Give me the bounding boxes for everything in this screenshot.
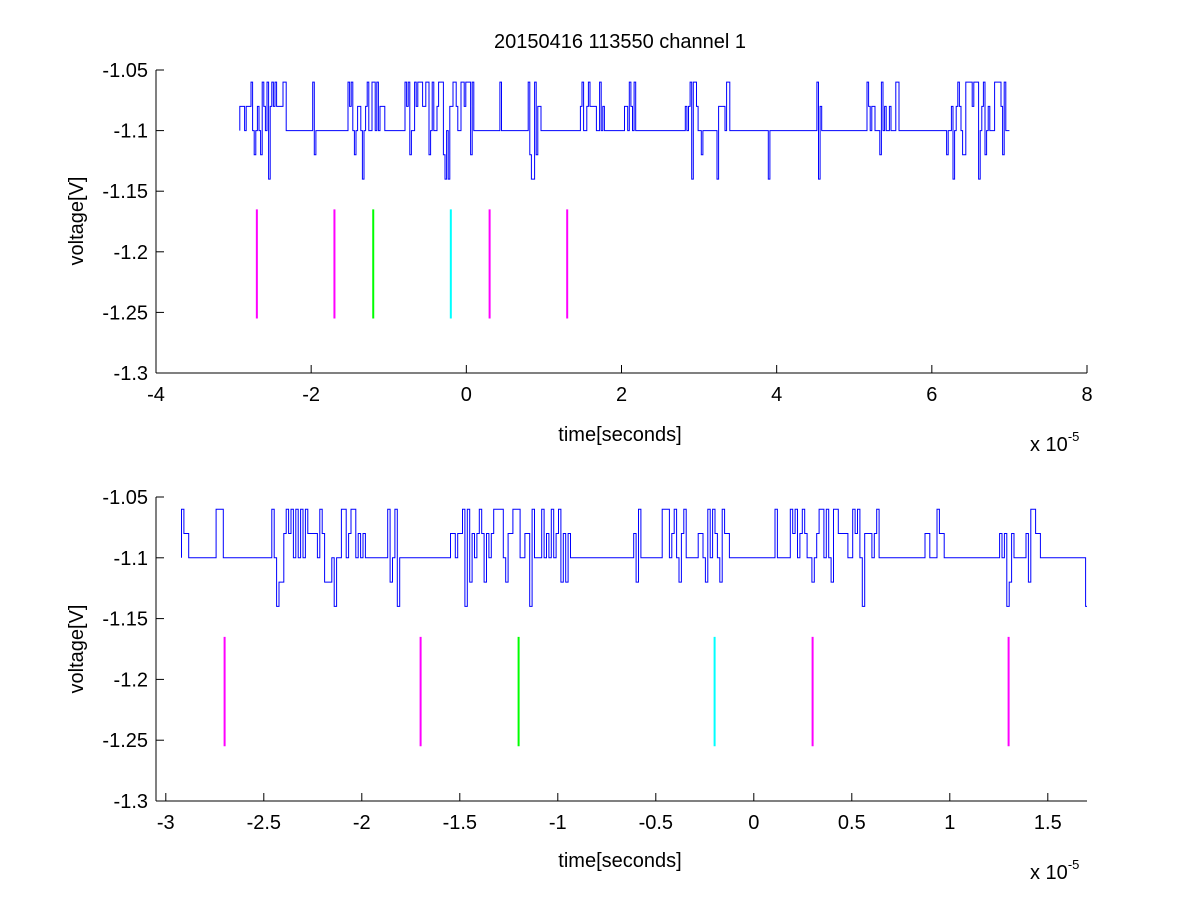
y-tick-label: -1.2 — [114, 669, 148, 691]
bottom-markers — [223, 636, 1010, 747]
y-tick-label: -1.25 — [102, 730, 148, 752]
x-tick-label: 1 — [944, 812, 955, 834]
y-tick-label: -1.15 — [102, 181, 148, 203]
x-tick-label: -3 — [157, 812, 175, 834]
y-tick-label: -1.2 — [114, 242, 148, 264]
top-x-axis-label: time[seconds] — [558, 424, 681, 446]
bottom-y-axis-label: voltage[V] — [66, 605, 88, 694]
top-signal-trace — [239, 81, 1010, 180]
top-x-exponent-power: -5 — [1068, 429, 1080, 444]
y-tick-label: -1.3 — [114, 363, 148, 385]
top-markers — [255, 209, 569, 319]
y-tick-label: -1.15 — [102, 609, 148, 631]
signal-line — [181, 508, 1087, 607]
x-tick-label: 4 — [771, 384, 782, 406]
bottom-plot: -3 -2.5 -2 -1.5 -1 -0.5 0 0.5 1 1.5 -1.3 -1.25 -1.2… — [66, 487, 1087, 884]
y-tick-label: -1.05 — [102, 60, 148, 82]
x-tick-label: 6 — [926, 384, 937, 406]
x-tick-label: -2.5 — [247, 812, 281, 834]
x-tick-label: -2 — [353, 812, 371, 834]
top-x-exponent: x 10-5 — [1030, 429, 1079, 456]
x-tick-label: 0 — [461, 384, 472, 406]
y-tick-label: -1.25 — [102, 302, 148, 324]
x-tick-label: -2 — [302, 384, 320, 406]
top-y-axis-label: voltage[V] — [66, 177, 88, 266]
signal-line — [239, 81, 1010, 180]
bottom-x-axis-label: time[seconds] — [558, 850, 681, 872]
y-tick-label: -1.1 — [114, 121, 148, 143]
x-tick-label: 0 — [748, 812, 759, 834]
x-tick-label: 0.5 — [838, 812, 866, 834]
x-tick-label: 8 — [1081, 384, 1092, 406]
y-tick-label: -1.05 — [102, 487, 148, 509]
top-x-ticks: -4 -2 0 2 4 6 8 — [147, 365, 1093, 406]
top-x-exponent-base: x 10 — [1030, 434, 1068, 456]
x-tick-label: -1.5 — [443, 812, 477, 834]
figure-title: 20150416 113550 channel 1 — [494, 31, 746, 53]
bottom-y-ticks: -1.3 -1.25 -1.2 -1.15 -1.1 -1.05 — [102, 487, 164, 813]
top-plot: -4 -2 0 2 4 6 8 -1.3 -1.25 -1.2 -1.15 -1.1 -1.05 ti… — [66, 60, 1093, 456]
x-tick-label: 2 — [616, 384, 627, 406]
bottom-signal-trace — [181, 508, 1087, 607]
y-tick-label: -1.1 — [114, 548, 148, 570]
x-tick-label: -4 — [147, 384, 165, 406]
bottom-x-exponent-base: x 10 — [1030, 862, 1068, 884]
bottom-x-exponent: x 10-5 — [1030, 857, 1079, 884]
y-tick-label: -1.3 — [114, 791, 148, 813]
x-tick-label: -1 — [549, 812, 567, 834]
x-tick-label: 1.5 — [1034, 812, 1062, 834]
x-tick-label: -0.5 — [639, 812, 673, 834]
bottom-x-exponent-power: -5 — [1068, 857, 1080, 872]
top-y-ticks: -1.3 -1.25 -1.2 -1.15 -1.1 -1.05 — [102, 60, 164, 385]
bottom-x-ticks: -3 -2.5 -2 -1.5 -1 -0.5 0 0.5 1 1.5 — [157, 793, 1062, 834]
